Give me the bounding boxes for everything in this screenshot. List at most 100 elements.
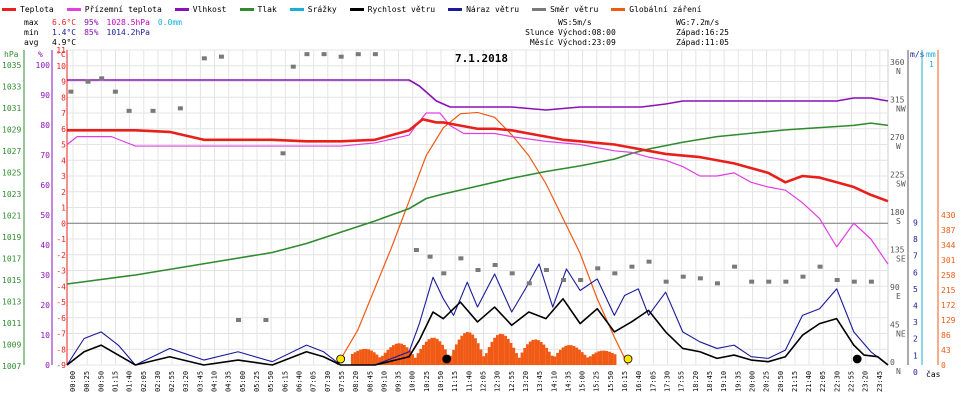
- tick-label-temperature: -7: [56, 330, 66, 339]
- legend-item: Vlhkost: [174, 2, 227, 16]
- wind-direction-point: [509, 271, 515, 276]
- wind-direction-point: [817, 264, 823, 269]
- tick-label-humidity: 70: [40, 151, 50, 160]
- tick-label-temperature: 6: [61, 125, 66, 134]
- radiation-bar: [350, 353, 354, 365]
- radiation-bar: [386, 349, 390, 365]
- stat-max-temp: 6.6°C: [52, 18, 77, 27]
- radiation-bar: [411, 354, 414, 365]
- tick-label-x: 03:20: [182, 371, 190, 392]
- tick-label-wind-direction-name: E: [896, 292, 901, 301]
- wind-direction-point: [236, 318, 242, 322]
- tick-label-wind-direction-name: NW: [896, 105, 906, 114]
- radiation-bar: [433, 337, 436, 365]
- tick-label-x: 21:40: [805, 371, 813, 392]
- wind-direction-point: [663, 279, 669, 284]
- radiation-bar: [465, 332, 469, 365]
- radiation-bar: [367, 349, 371, 365]
- radiation-bar: [506, 338, 510, 365]
- tick-label-humidity: 0: [45, 361, 50, 370]
- wind-direction-point: [112, 89, 118, 94]
- wind-direction-point: [441, 271, 447, 276]
- tick-label-x: 07:55: [338, 371, 346, 392]
- series-line-prizemni-teplota: [66, 112, 889, 265]
- radiation-bar: [583, 354, 587, 365]
- radiation-bar: [422, 344, 425, 365]
- stat-avg-label: avg: [24, 38, 39, 47]
- tick-label-wind-direction: 360: [890, 58, 905, 67]
- radiation-bar: [493, 337, 497, 365]
- radiation-bar: [383, 352, 387, 365]
- radiation-bar: [394, 343, 398, 365]
- wind-direction-point: [595, 266, 601, 271]
- tick-label-x: 22:30: [833, 371, 841, 392]
- tick-label-wind-direction-name: W: [896, 142, 901, 151]
- radiation-bar: [485, 353, 488, 365]
- tick-label-pressure: 1031: [2, 104, 21, 113]
- radiation-bar: [594, 352, 598, 365]
- tick-label-wind-direction: 90: [890, 283, 900, 292]
- tick-label-pressure: 1021: [2, 212, 21, 221]
- sunrise: Východ:08:00: [558, 28, 616, 37]
- tick-label-x: 14:35: [564, 371, 572, 392]
- wind-direction-point: [355, 52, 361, 57]
- tick-label-x: 15:00: [579, 371, 587, 392]
- tick-label-x: 17:30: [664, 371, 672, 392]
- tick-label-x: 07:05: [310, 371, 318, 392]
- series-line-naraz-vetru: [66, 263, 889, 366]
- radiation-bar: [542, 344, 546, 365]
- wind-direction-point: [766, 279, 772, 284]
- wind-direction-point: [150, 108, 156, 113]
- chart-title: 7.1.2018: [455, 52, 508, 65]
- radiation-bar: [520, 352, 524, 365]
- radiation-bar: [547, 351, 551, 365]
- tick-label-pressure: 1007: [2, 362, 21, 371]
- tick-label-x: 06:15: [281, 371, 289, 392]
- sun-label: Slunce: [525, 28, 554, 37]
- tick-label-temperature: 11: [56, 46, 66, 55]
- radiation-bar: [460, 335, 464, 365]
- tick-label-pressure: 1015: [2, 276, 21, 285]
- tick-label-radiation: 258: [941, 271, 956, 280]
- radiation-bar: [402, 345, 406, 365]
- tick-label-x: 08:20: [352, 371, 360, 392]
- moonset: Západ:11:05: [676, 38, 729, 47]
- wind-direction-point: [458, 256, 464, 261]
- tick-label-x: 02:05: [140, 371, 148, 392]
- tick-label-wind-speed: 1: [913, 351, 918, 360]
- radiation-bar: [356, 350, 360, 365]
- wind-direction-point: [68, 89, 74, 94]
- tick-label-pressure: 1023: [2, 190, 21, 199]
- radiation-bar: [556, 352, 559, 365]
- legend-label: Rychlost větru: [367, 4, 436, 14]
- radiation-bar: [591, 354, 595, 365]
- radiation-bar: [569, 345, 573, 365]
- radiation-bar: [550, 355, 554, 365]
- radiation-bar: [474, 338, 477, 365]
- stat-max-hum: 95%: [84, 18, 99, 27]
- radiation-bar: [389, 347, 393, 365]
- tick-label-x: 06:40: [295, 371, 303, 392]
- tick-label-x: 16:15: [621, 371, 629, 392]
- tick-label-radiation: 215: [941, 286, 956, 295]
- tick-label-temperature: -9: [56, 361, 66, 370]
- radiation-bar: [572, 346, 576, 365]
- tick-label-pressure: 1011: [2, 319, 21, 328]
- tick-label-x: 10:25: [423, 371, 431, 392]
- axis-label-pressure: hPa: [4, 50, 19, 59]
- tick-label-wind-direction: 0: [890, 358, 895, 367]
- radiation-bar: [561, 347, 565, 365]
- radiation-bar: [589, 356, 592, 365]
- legend-item: Rychlost větru: [349, 2, 436, 16]
- radiation-bar: [553, 356, 557, 365]
- radiation-bar: [575, 347, 579, 365]
- x-axis-label: čas: [926, 369, 941, 379]
- tick-label-radiation: 430: [941, 211, 956, 220]
- tick-label-humidity: 60: [40, 181, 50, 190]
- wind-direction-point: [851, 279, 857, 284]
- radiation-bar: [487, 347, 491, 365]
- wind-direction-point: [413, 248, 419, 252]
- tick-label-wind-direction: 225: [890, 171, 905, 180]
- axis-label-rain: mm: [926, 50, 936, 59]
